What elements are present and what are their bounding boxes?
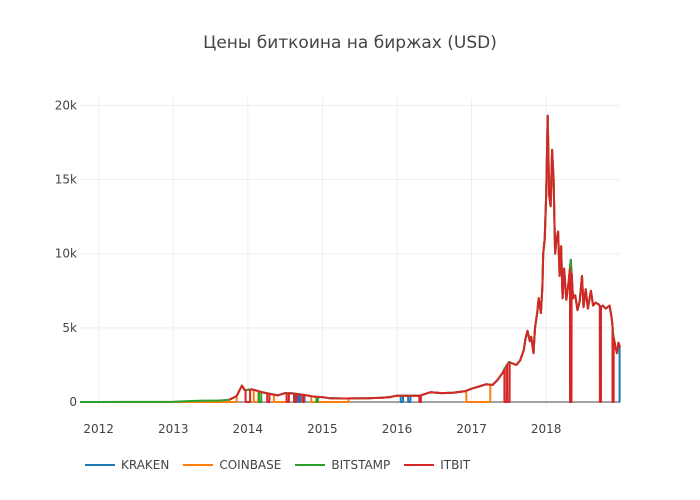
y-tick-label: 0 xyxy=(69,395,77,409)
legend-item-coinbase[interactable]: COINBASE xyxy=(183,458,281,472)
y-tick-label: 20k xyxy=(55,98,77,112)
x-tick-label: 2017 xyxy=(456,422,487,436)
y-tick-label: 5k xyxy=(62,321,77,335)
legend-swatch xyxy=(85,464,115,466)
legend-swatch xyxy=(295,464,326,466)
legend-label: BITSTAMP xyxy=(331,458,391,472)
legend-item-bitstamp[interactable]: BITSTAMP xyxy=(295,458,390,472)
legend-label: COINBASE xyxy=(219,458,282,472)
series-line-itbit xyxy=(228,114,621,403)
x-tick-label: 2018 xyxy=(531,422,562,436)
series-lines xyxy=(80,114,621,403)
x-tick-label: 2015 xyxy=(307,422,338,436)
x-tick-label: 2014 xyxy=(233,422,264,436)
legend-swatch xyxy=(183,464,214,466)
y-tick-label: 15k xyxy=(55,173,77,187)
legend-item-kraken[interactable]: KRAKEN xyxy=(85,458,169,472)
legend-label: KRAKEN xyxy=(121,458,170,472)
x-tick-label: 2016 xyxy=(382,422,413,436)
y-tick-label: 10k xyxy=(55,247,77,261)
series-line-bitstamp xyxy=(80,114,621,403)
legend-label: ITBIT xyxy=(440,458,471,472)
x-tick-label: 2012 xyxy=(83,422,114,436)
x-tick-label: 2013 xyxy=(158,422,189,436)
legend-item-itbit[interactable]: ITBIT xyxy=(404,458,470,472)
series-line-coinbase xyxy=(80,114,621,403)
chart-legend: KRAKEN COINBASE BITSTAMP ITBIT xyxy=(85,458,470,472)
grid-lines xyxy=(80,98,620,405)
axis-labels: 2012 2013 2014 2015 2016 2017 2018 0 5k 10k 15k 20k xyxy=(55,98,562,436)
legend-swatch xyxy=(404,464,435,466)
chart-title: Цены биткоина на биржах (USD) xyxy=(203,33,497,53)
